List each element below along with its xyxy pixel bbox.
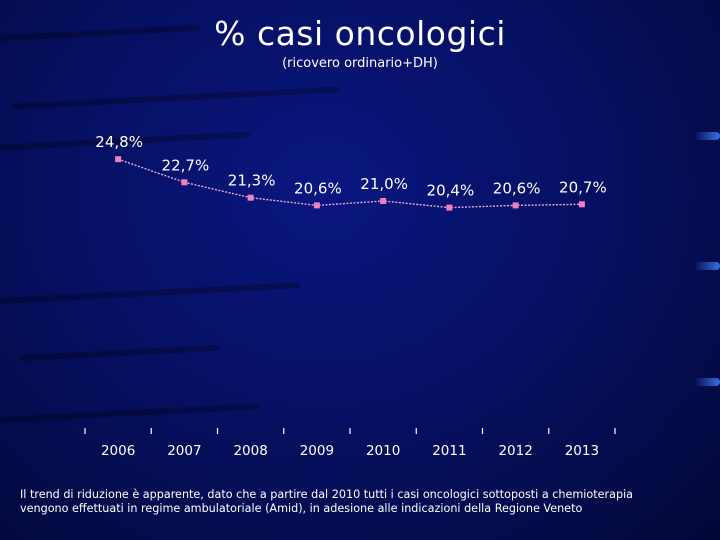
- data-label: 20,6%: [294, 179, 342, 197]
- data-point: [446, 204, 453, 211]
- data-label: 20,7%: [559, 178, 607, 196]
- data-label: 24,8%: [95, 133, 143, 151]
- line-chart: 24,8% 22,7% 21,3% 20,6% 21,0% 20,4% 20,6% 20,7%…: [95, 133, 607, 459]
- data-point: [512, 202, 519, 209]
- footnote-line: vengono effettuati in regime ambulatoria…: [20, 502, 583, 515]
- x-axis-label: 2011: [432, 443, 466, 459]
- x-axis-label: 2008: [233, 443, 267, 459]
- data-point: [247, 194, 254, 201]
- data-label: 20,6%: [493, 179, 541, 197]
- chart-subtitle: (ricovero ordinario+DH): [282, 56, 438, 71]
- data-point: [115, 156, 122, 163]
- data-label: 22,7%: [162, 156, 210, 174]
- edge-decoration: [694, 132, 720, 140]
- data-point: [181, 179, 188, 186]
- data-point: [578, 201, 585, 208]
- x-axis-label: 2007: [167, 443, 201, 459]
- x-axis-label: 2012: [498, 443, 532, 459]
- x-axis-label: 2009: [300, 443, 334, 459]
- data-label: 21,0%: [360, 175, 408, 193]
- edge-decoration: [694, 262, 720, 270]
- footnote: Il trend di riduzione è apparente, dato …: [20, 488, 710, 516]
- data-label: 20,4%: [427, 182, 475, 200]
- data-point: [313, 202, 320, 209]
- edge-decoration: [694, 378, 720, 386]
- chart-title: % casi oncologici: [214, 14, 506, 53]
- x-axis-label: 2006: [101, 443, 135, 459]
- series-line: [117, 158, 582, 209]
- x-axis-label: 2013: [565, 443, 599, 459]
- footnote-line: Il trend di riduzione è apparente, dato …: [20, 488, 634, 501]
- x-axis-label: 2010: [366, 443, 400, 459]
- data-point: [380, 198, 387, 204]
- data-label: 21,3%: [228, 172, 276, 190]
